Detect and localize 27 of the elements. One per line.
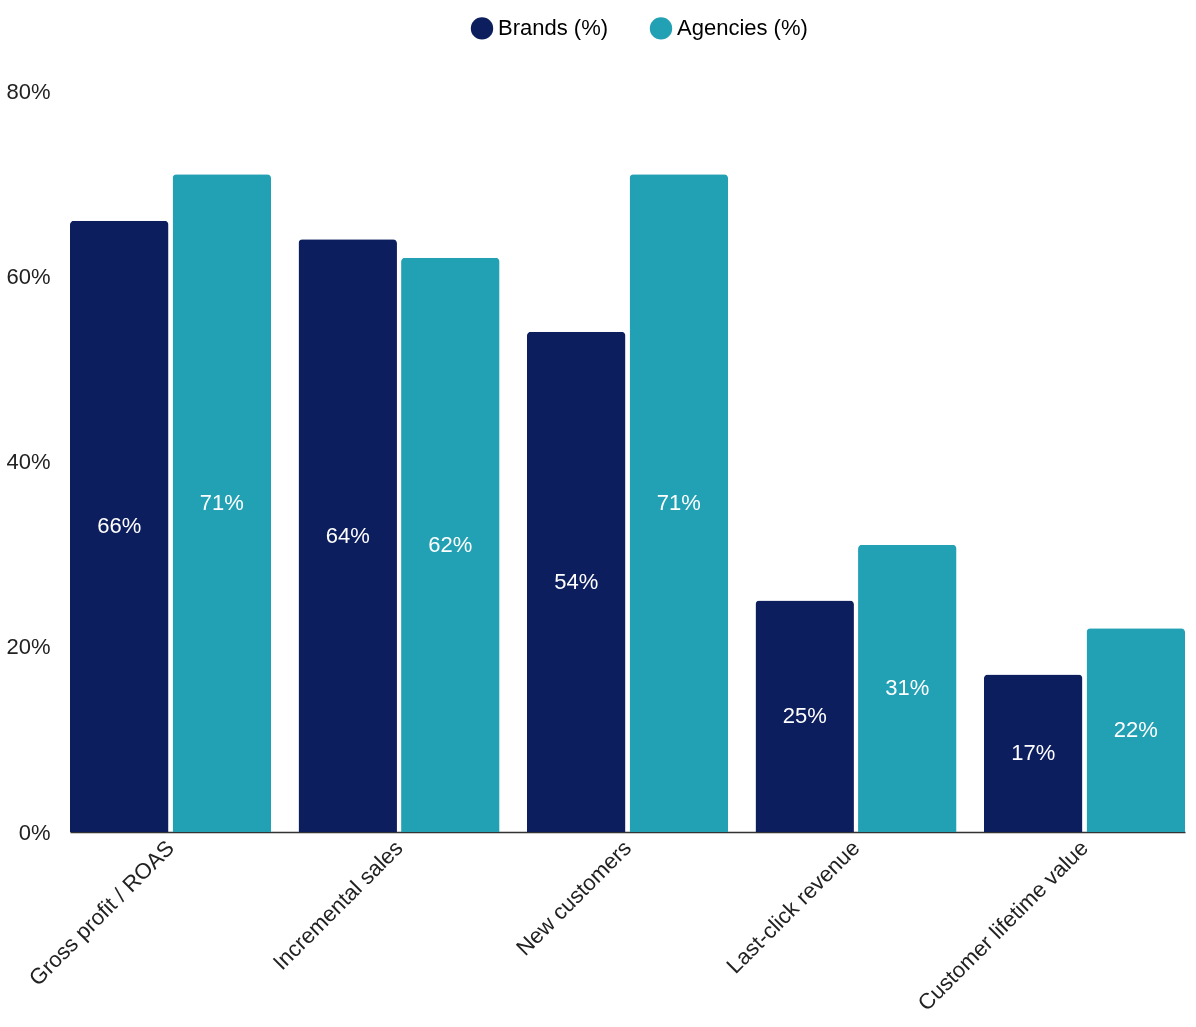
bar (629, 174, 729, 832)
data-label: 54% (554, 568, 599, 594)
y-tick-label: 80% (6, 78, 51, 104)
data-label: 31% (885, 675, 930, 701)
bar (401, 257, 500, 832)
data-label: 64% (325, 522, 370, 548)
bar (70, 220, 169, 832)
y-tick-label: 60% (6, 263, 51, 289)
data-label: 66% (97, 513, 142, 539)
data-label: 71% (199, 490, 244, 516)
bar (755, 600, 854, 832)
data-label: 17% (1011, 740, 1056, 766)
data-label: 62% (428, 531, 473, 557)
bar (172, 174, 272, 832)
y-tick-label: 40% (6, 449, 51, 474)
data-label: 25% (782, 703, 827, 729)
bar (298, 239, 397, 832)
y-tick-label: 0% (18, 819, 51, 845)
legend-label: Agencies (%) (677, 15, 808, 41)
bar (983, 674, 1083, 832)
bar (1086, 628, 1185, 832)
legend-label: Brands (%) (498, 15, 609, 41)
bar (858, 544, 957, 832)
y-tick-label: 20% (6, 634, 51, 660)
bar (526, 331, 626, 832)
data-label: 71% (656, 490, 701, 516)
data-label: 22% (1113, 717, 1158, 743)
